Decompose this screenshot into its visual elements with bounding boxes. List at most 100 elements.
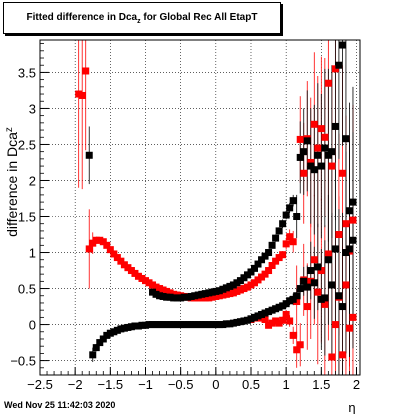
data-point-marker [222,290,230,298]
data-point-marker [328,162,336,170]
marker-layer [75,41,357,361]
data-point-marker [265,267,273,275]
data-point-marker [233,318,241,326]
data-point-marker [261,270,269,278]
data-point-marker [258,314,266,322]
chart-title: Fitted difference in Dcaz for Global Rec… [4,12,280,25]
data-point-marker [138,321,146,329]
data-point-marker [113,326,121,334]
data-point-marker [296,135,304,143]
data-point-marker [282,211,290,219]
chart-title-box: Fitted difference in Dcaz for Global Rec… [3,2,281,34]
y-tick-label: 1.5 [18,210,36,225]
data-point-marker [236,318,244,326]
data-point-marker [328,281,336,289]
data-point-marker [85,151,93,159]
data-point-marker [131,322,139,330]
data-point-marker [338,41,346,49]
x-axis-label: η [348,400,355,414]
y-tick-label: 2 [29,173,36,188]
data-point-marker [310,166,318,174]
data-point-marker [272,257,280,265]
data-point-marker [131,269,139,277]
data-point-marker [229,289,237,297]
data-point-marker [335,231,343,239]
data-point-marker [300,277,308,285]
data-point-marker [251,279,259,287]
data-point-marker [282,300,290,308]
data-point-marker [173,294,181,302]
data-point-marker [331,321,339,329]
data-point-marker [124,264,132,272]
x-tick-label: 2 [353,377,360,392]
data-point-marker [233,279,241,287]
data-point-marker [261,252,269,260]
data-point-marker [342,249,350,257]
data-point-marker [338,169,346,177]
y-tick-label: 1 [29,246,36,261]
data-point-marker [321,300,329,308]
data-point-marker [261,309,269,317]
data-point-marker [212,287,220,295]
data-point-marker [219,285,227,293]
data-point-marker [349,236,357,244]
data-point-marker [99,335,107,343]
data-point-marker [314,263,322,271]
data-point-marker [163,287,171,295]
data-point-marker [258,273,266,281]
data-point-marker [335,61,343,69]
data-point-marker [212,292,220,300]
data-point-marker [349,198,357,206]
data-point-marker [117,325,125,333]
data-point-marker [103,331,111,339]
data-point-marker [236,277,244,285]
data-point-marker [275,254,283,262]
data-point-marker [219,321,227,329]
data-point-marker [303,283,311,291]
data-point-marker [328,353,336,361]
data-point-marker [124,323,132,331]
data-point-marker [247,268,255,276]
data-point-marker [229,319,237,327]
data-point-marker [138,274,146,282]
data-point-marker [331,65,339,73]
data-point-marker [103,241,111,249]
x-tick-label: 0.5 [242,377,260,392]
x-tick-label: 0 [212,377,219,392]
data-point-marker [89,239,97,247]
data-point-marker [106,329,114,337]
data-point-marker [170,294,178,302]
data-point-marker [170,321,178,329]
data-point-marker [296,285,304,293]
data-point-marker [180,293,188,301]
data-point-marker [184,321,192,329]
data-point-marker [149,281,157,289]
data-point-marker [134,322,142,330]
data-point-marker [324,151,332,159]
data-point-marker [268,261,276,269]
data-point-marker [345,324,353,332]
data-point-marker [265,321,273,329]
data-point-marker [156,321,164,329]
data-point-marker [296,341,304,349]
data-point-marker [265,308,273,316]
tick-layer: −2.5 −2 −1.5 −1 −0.5 0 0.5 1 1.5 2 −0.5 0 0.5 1 1.5 2 2.… [10,43,360,392]
data-point-marker [191,292,199,300]
chart-title-prefix: Fitted difference in Dca [26,12,138,23]
data-point-marker [254,312,262,320]
data-point-marker [99,238,107,246]
data-point-marker [226,282,234,290]
data-point-marker [219,291,227,299]
data-point-marker [279,220,287,228]
data-point-marker [279,251,287,259]
x-tick-label: 1 [283,377,290,392]
y-tick-label: −0.5 [10,354,36,369]
data-point-marker [310,256,318,264]
data-point-marker [300,169,308,177]
data-point-marker [243,283,251,291]
data-point-marker [345,207,353,215]
x-tick-label: −2.5 [27,377,53,392]
data-point-marker [89,351,97,359]
data-point-marker [113,254,121,262]
data-point-marker [324,256,332,264]
